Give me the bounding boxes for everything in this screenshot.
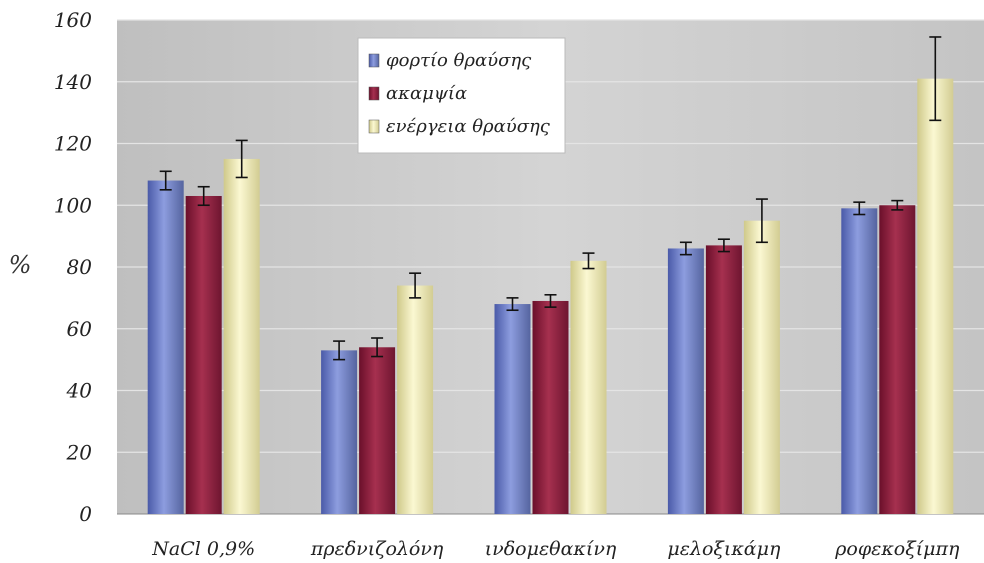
bar <box>494 304 531 514</box>
legend-box <box>357 37 566 154</box>
bar <box>667 248 704 514</box>
bar <box>570 260 607 514</box>
bar <box>223 158 260 514</box>
x-category-label: πρεδνιζολόνη <box>310 538 444 560</box>
legend-swatch <box>368 53 380 68</box>
bar <box>185 195 222 515</box>
bar <box>879 205 916 514</box>
y-tick-label: 120 <box>54 132 92 156</box>
y-tick-label: 20 <box>66 440 93 464</box>
legend-swatch <box>368 86 380 101</box>
legend-swatch <box>368 119 380 134</box>
bar <box>532 300 569 514</box>
legend-label: φορτίο θραύσης <box>386 50 532 71</box>
bar <box>147 180 184 515</box>
y-tick-label: 100 <box>54 193 92 217</box>
bar <box>917 78 954 514</box>
x-axis-labels: NaCl 0,9% πρεδνιζολόνη ινδομεθακίνη μελοξικ… <box>151 538 960 560</box>
y-axis-ticks: 0 20 40 60 80 100 120 140 160 <box>54 8 92 526</box>
y-tick-label: 60 <box>67 317 93 341</box>
bar <box>743 220 780 514</box>
bar <box>705 245 742 514</box>
bars <box>147 36 954 515</box>
y-axis-label: % <box>9 251 32 279</box>
legend-label: ακαμψία <box>386 83 467 104</box>
bar <box>359 347 396 514</box>
bar <box>321 350 358 514</box>
y-tick-label: 80 <box>67 255 93 279</box>
y-tick-label: 40 <box>66 379 93 403</box>
y-tick-label: 160 <box>54 8 92 32</box>
y-tick-label: 140 <box>54 70 92 94</box>
legend-label: ενέργεια θραύσης <box>386 116 551 137</box>
y-tick-label: 0 <box>79 502 92 526</box>
x-category-label: ινδομεθακίνη <box>485 538 617 560</box>
bar <box>397 285 434 514</box>
x-category-label: NaCl 0,9% <box>151 538 255 560</box>
x-category-label: ροφεκοξίμπη <box>834 538 960 560</box>
x-category-label: μελοξικάμη <box>667 538 781 560</box>
legend: φορτίο θραύσης ακαμψία ενέργεια θραύσης <box>357 37 566 154</box>
bar <box>841 208 878 514</box>
